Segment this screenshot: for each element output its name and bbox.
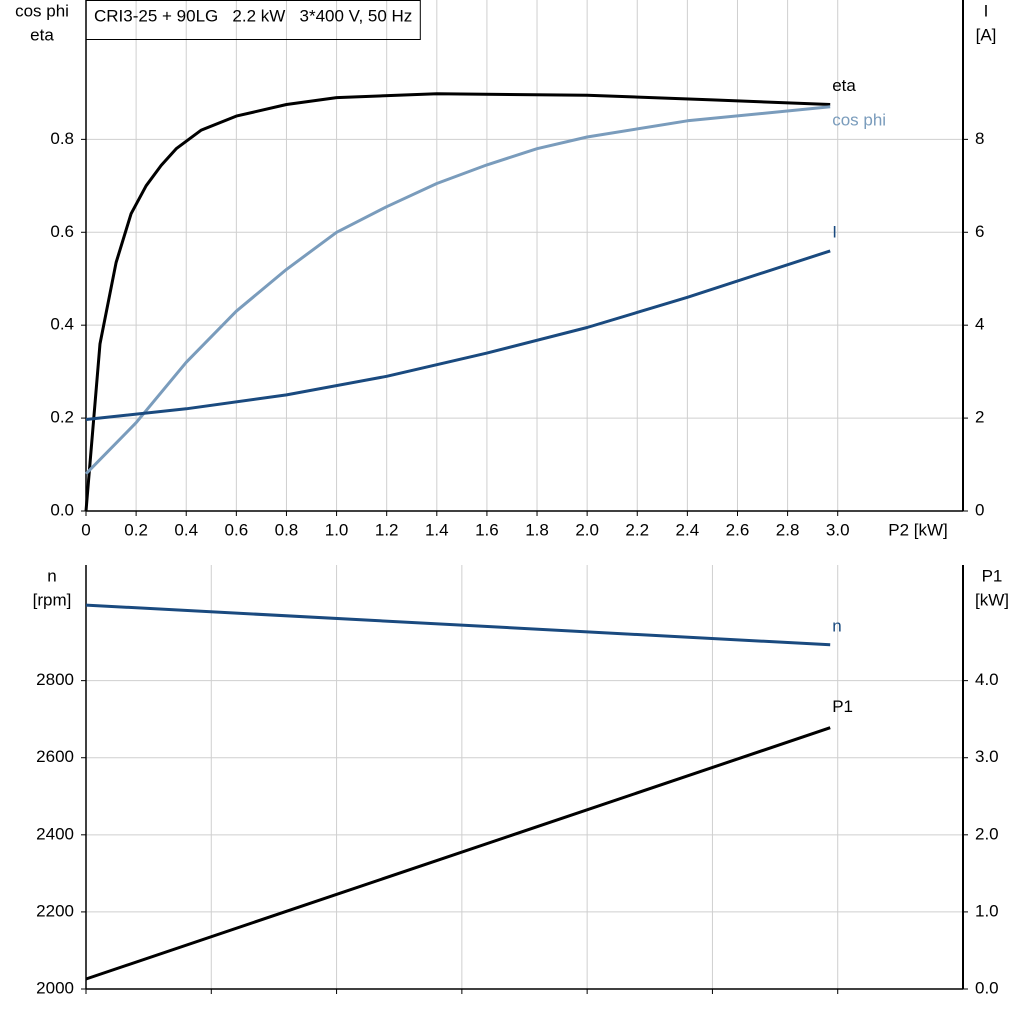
series-line bbox=[85, 249, 831, 421]
y2-tick-label: 6 bbox=[975, 222, 984, 241]
y2-tick-label: 0 bbox=[975, 500, 984, 519]
y2-axis-label: I bbox=[984, 1, 989, 20]
chart-title: CRI3-25 + 90LG 2.2 kW 3*400 V, 50 Hz bbox=[94, 6, 412, 25]
x-tick-label: 1.8 bbox=[525, 520, 549, 539]
series-label: P1 bbox=[832, 697, 853, 716]
y-axis-label: cos phi bbox=[15, 1, 69, 20]
y2-axis-label: P1 bbox=[982, 566, 1003, 585]
series-label: I bbox=[832, 222, 837, 241]
x-axis-label: P2 [kW] bbox=[888, 520, 948, 539]
y2-tick-label: 0.0 bbox=[975, 978, 999, 997]
y2-tick-label: 2.0 bbox=[975, 824, 999, 843]
y2-axis-label: [kW] bbox=[975, 590, 1009, 609]
y-axis-label: n bbox=[47, 566, 56, 585]
y2-tick-label: 8 bbox=[975, 129, 984, 148]
y-axis-label: [rpm] bbox=[33, 590, 72, 609]
x-tick-label: 2.0 bbox=[575, 520, 599, 539]
y-tick-label: 2800 bbox=[36, 670, 74, 689]
y-tick-label: 2000 bbox=[36, 978, 74, 997]
y2-tick-label: 4 bbox=[975, 315, 984, 334]
x-tick-label: 2.2 bbox=[625, 520, 649, 539]
y-tick-label: 2400 bbox=[36, 824, 74, 843]
series-label: n bbox=[832, 616, 841, 635]
x-tick-label: 3.0 bbox=[826, 520, 850, 539]
y-axis-label: eta bbox=[30, 25, 54, 44]
x-tick-label: 2.4 bbox=[676, 520, 700, 539]
x-tick-label: 0.4 bbox=[174, 520, 198, 539]
title-box bbox=[85, 0, 421, 40]
y-tick-label: 0.8 bbox=[50, 129, 74, 148]
y2-axis-label: [A] bbox=[976, 25, 997, 44]
x-tick-label: 0.2 bbox=[124, 520, 148, 539]
x-tick-label: 0.6 bbox=[225, 520, 249, 539]
x-tick-label: 1.0 bbox=[325, 520, 349, 539]
y-tick-label: 2200 bbox=[36, 901, 74, 920]
y2-tick-label: 2 bbox=[975, 408, 984, 427]
y-tick-label: 2600 bbox=[36, 747, 74, 766]
y-tick-label: 0.6 bbox=[50, 222, 74, 241]
y-tick-label: 0.0 bbox=[50, 500, 74, 519]
x-tick-label: 1.2 bbox=[375, 520, 399, 539]
x-tick-label: 2.6 bbox=[726, 520, 750, 539]
series-line bbox=[85, 603, 831, 647]
series-line bbox=[84, 105, 831, 475]
series-line bbox=[85, 726, 831, 981]
x-tick-label: 1.4 bbox=[425, 520, 449, 539]
x-tick-label: 0.8 bbox=[275, 520, 299, 539]
series-line bbox=[84, 92, 831, 512]
series-label: eta bbox=[832, 76, 856, 95]
y2-tick-label: 4.0 bbox=[975, 670, 999, 689]
y-tick-label: 0.4 bbox=[50, 315, 74, 334]
y-tick-label: 0.2 bbox=[50, 408, 74, 427]
x-tick-label: 1.6 bbox=[475, 520, 499, 539]
series-label: cos phi bbox=[832, 110, 886, 129]
y2-tick-label: 3.0 bbox=[975, 747, 999, 766]
x-tick-label: 2.8 bbox=[776, 520, 800, 539]
x-tick-label: 0 bbox=[81, 520, 90, 539]
y2-tick-label: 1.0 bbox=[975, 901, 999, 920]
